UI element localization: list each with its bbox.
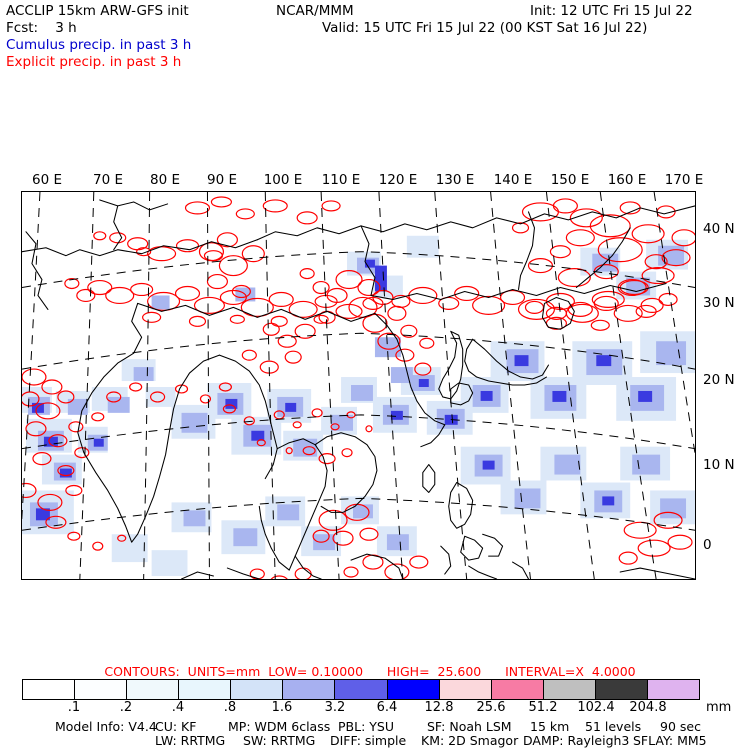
model-info-field: DAMP: Rayleigh3 [523, 733, 630, 748]
forecast-hour: Fcst: 3 h [6, 20, 77, 36]
colorbar-tick-label: .4 [171, 700, 185, 715]
model-info-field: 15 km [530, 719, 570, 734]
model-info-field: SFLAY: MM5 [633, 733, 707, 748]
lon-tick-label: 150 E [550, 172, 590, 188]
lon-tick-label: 130 E [435, 172, 475, 188]
colorbar-swatch[interactable] [335, 680, 388, 699]
colorbar-swatch[interactable] [491, 680, 544, 699]
colorbar-swatch[interactable] [231, 680, 284, 699]
model-info-field: PBL: YSU [338, 719, 394, 734]
valid-time-label: Valid: 15 UTC Fri 15 Jul 22 (00 KST Sat … [322, 20, 648, 36]
explicit-precip-contours [22, 196, 695, 579]
colorbar-tick-label: 12.8 [424, 700, 454, 715]
colorbar-swatch[interactable] [179, 680, 232, 699]
colorbar-swatch[interactable] [595, 680, 648, 699]
lat-tick-label: 20 N [703, 372, 735, 388]
model-info-field: SW: RRTMG [243, 733, 316, 748]
forecast-map-panel[interactable] [21, 191, 696, 580]
lon-tick-label: 170 E [664, 172, 704, 188]
lon-tick-label: 90 E [207, 172, 237, 188]
lon-tick-label: 70 E [93, 172, 123, 188]
model-info-field: 90 sec [660, 719, 701, 734]
lon-tick-label: 120 E [378, 172, 418, 188]
colorbar-tick-label: .8 [223, 700, 237, 715]
colorbar-unit-label: mm [706, 700, 732, 715]
colorbar-swatch[interactable] [75, 680, 128, 699]
cumulus-precip-legend: Cumulus precip. in past 3 h [6, 37, 192, 53]
model-info-field: SF: Noah LSM [427, 719, 512, 734]
colorbar-tick-label: .2 [119, 700, 133, 715]
lat-tick-label: 40 N [703, 221, 735, 237]
colorbar-tick-label: 1.6 [271, 700, 293, 715]
graticule [22, 192, 695, 579]
init-time-label: Init: 12 UTC Fri 15 Jul 22 [530, 3, 693, 19]
lon-tick-label: 110 E [321, 172, 361, 188]
colorbar-tick-label: 6.4 [376, 700, 398, 715]
colorbar-swatch[interactable] [23, 680, 76, 699]
colorbar-swatch[interactable] [283, 680, 336, 699]
model-info-field: MP: WDM 6class [228, 719, 331, 734]
colorbar-tick-label: 204.8 [629, 700, 667, 715]
colorbar-swatch[interactable] [543, 680, 596, 699]
colorbar-swatch[interactable] [647, 680, 700, 699]
model-info-field: DIFF: simple [330, 733, 407, 748]
lon-tick-label: 80 E [150, 172, 180, 188]
coastlines-and-borders [22, 199, 695, 579]
cumulus-precip-field [22, 235, 695, 577]
model-info-field: Model Info: V4.4 [55, 719, 157, 734]
contour-info-line: CONTOURS: UNITS=mm LOW= 0.10000 HIGH= 25… [104, 664, 636, 679]
model-info-field: 51 levels [585, 719, 642, 734]
colorbar-swatch[interactable] [439, 680, 492, 699]
explicit-precip-legend: Explicit precip. in past 3 h [6, 54, 182, 70]
model-title: ACCLIP 15km ARW-GFS init [6, 3, 189, 19]
colorbar-swatch[interactable] [387, 680, 440, 699]
lat-tick-label: 10 N [703, 457, 735, 473]
model-info-field: LW: RRTMG [155, 733, 226, 748]
lon-tick-label: 100 E [263, 172, 303, 188]
model-info-field: CU: KF [155, 719, 197, 734]
colorbar-swatch[interactable] [127, 680, 180, 699]
precip-colorbar[interactable] [22, 679, 700, 700]
colorbar-tick-label: 51.2 [528, 700, 558, 715]
model-info-field: KM: 2D Smagor [421, 733, 519, 748]
colorbar-tick-label: 102.4 [577, 700, 615, 715]
institution-label: NCAR/MMM [276, 3, 354, 19]
map-canvas [22, 192, 695, 579]
lon-tick-label: 160 E [607, 172, 647, 188]
colorbar-tick-label: .1 [67, 700, 81, 715]
lon-tick-label: 60 E [32, 172, 62, 188]
lat-tick-label: 0 [703, 537, 712, 553]
lat-tick-label: 30 N [703, 295, 735, 311]
colorbar-tick-label: 3.2 [324, 700, 346, 715]
lon-tick-label: 140 E [493, 172, 533, 188]
colorbar-tick-label: 25.6 [476, 700, 506, 715]
